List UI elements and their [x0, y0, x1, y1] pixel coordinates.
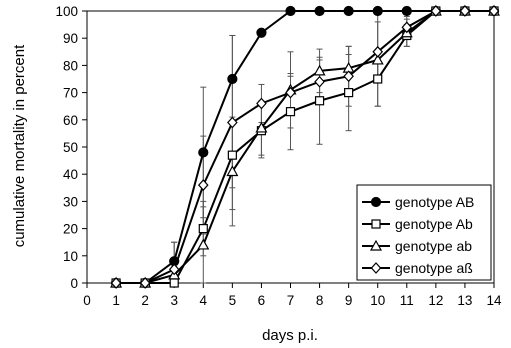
data-point — [372, 45, 384, 58]
data-point — [430, 5, 442, 17]
legend-label-0: genotype AB — [395, 194, 474, 210]
legend-marker-1 — [371, 219, 381, 229]
data-point — [371, 53, 384, 65]
y-axis-title: cumulative mortality in percent — [11, 44, 28, 247]
legend-marker-2 — [369, 239, 383, 251]
y-tick-label-100: 100 — [55, 4, 78, 19]
data-point — [314, 96, 325, 106]
data-point — [139, 277, 151, 289]
data-point — [344, 87, 354, 98]
y-tick-label-50: 50 — [63, 140, 78, 155]
data-point — [255, 121, 268, 133]
data-point — [285, 5, 296, 17]
y-tick-label-10: 10 — [63, 249, 78, 264]
data-point — [488, 5, 500, 17]
x-tick-label-1: 1 — [112, 293, 120, 308]
y-tick-label-40: 40 — [63, 167, 78, 182]
series-points-3 — [110, 5, 500, 289]
x-tick-label-8: 8 — [316, 293, 324, 308]
x-tick-label-12: 12 — [428, 293, 443, 308]
legend-marker-0 — [370, 196, 382, 208]
data-point — [285, 86, 296, 99]
x-tick-label-14: 14 — [486, 293, 502, 308]
y-tick-label-80: 80 — [63, 58, 78, 73]
data-point — [401, 21, 413, 34]
data-point — [314, 5, 325, 17]
data-point — [169, 278, 179, 288]
x-tick-label-13: 13 — [457, 293, 472, 308]
data-point — [343, 5, 354, 17]
x-tick-label-10: 10 — [370, 293, 385, 308]
y-tick-label-90: 90 — [63, 31, 78, 46]
y-tick-label-30: 30 — [63, 194, 78, 209]
x-tick-label-9: 9 — [345, 293, 353, 308]
x-axis-title: days p.i. — [262, 327, 318, 344]
y-tick-label-60: 60 — [63, 113, 78, 128]
data-point — [227, 73, 238, 85]
data-point — [313, 64, 326, 76]
data-point — [110, 277, 122, 289]
x-tick-label-5: 5 — [229, 293, 237, 308]
x-tick-label-2: 2 — [141, 293, 149, 308]
data-point — [226, 165, 239, 177]
x-tick-label-6: 6 — [258, 293, 266, 308]
data-point — [401, 5, 412, 17]
data-point — [168, 263, 180, 276]
data-point — [256, 97, 267, 110]
legend: genotype AB genotype Ab genotype ab genotyp… — [356, 184, 492, 281]
data-point — [285, 107, 296, 117]
x-tick-label-11: 11 — [400, 293, 414, 308]
data-point — [256, 27, 267, 38]
y-tick-label-0: 0 — [70, 276, 78, 291]
y-tick-label-70: 70 — [63, 86, 78, 101]
data-point — [197, 179, 209, 191]
legend-label-1: genotype Ab — [395, 216, 473, 232]
data-point — [314, 75, 325, 88]
x-tick-label-0: 0 — [83, 293, 91, 308]
data-point — [198, 147, 209, 158]
data-point — [197, 238, 210, 250]
data-point — [227, 116, 238, 129]
data-point — [343, 70, 354, 83]
data-point — [459, 5, 471, 17]
x-tick-label-3: 3 — [170, 293, 178, 308]
legend-label-2: genotype ab — [395, 238, 472, 254]
data-point — [372, 5, 383, 17]
data-point — [373, 74, 383, 84]
data-point — [198, 224, 208, 234]
y-tick-label-20: 20 — [63, 222, 78, 237]
x-tick-label-4: 4 — [200, 293, 208, 308]
x-tick-label-7: 7 — [287, 293, 295, 308]
legend-marker-3 — [370, 262, 382, 274]
data-point — [227, 150, 237, 160]
legend-label-3: genotype aß — [395, 260, 473, 276]
